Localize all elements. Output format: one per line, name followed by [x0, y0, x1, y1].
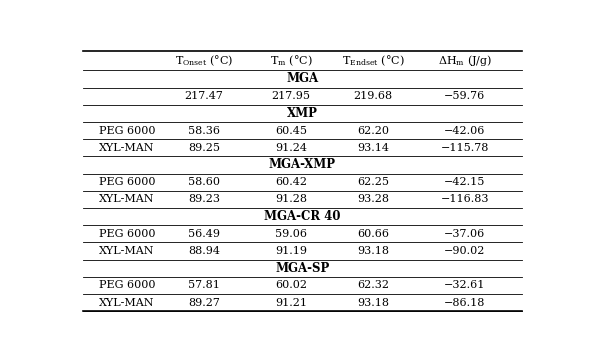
Text: T$_\mathrm{Endset}$ (°C): T$_\mathrm{Endset}$ (°C) — [342, 53, 405, 68]
Text: 89.27: 89.27 — [188, 298, 220, 308]
Text: 91.28: 91.28 — [275, 194, 307, 204]
Text: PEG 6000: PEG 6000 — [99, 126, 155, 136]
Text: 91.19: 91.19 — [275, 246, 307, 256]
Text: PEG 6000: PEG 6000 — [99, 177, 155, 187]
Text: MGA: MGA — [286, 73, 319, 85]
Text: 217.95: 217.95 — [271, 91, 310, 101]
Text: 93.18: 93.18 — [358, 246, 389, 256]
Text: 60.02: 60.02 — [275, 280, 307, 290]
Text: XMP: XMP — [287, 107, 318, 120]
Text: ΔH$_\mathrm{m}$ (J/g): ΔH$_\mathrm{m}$ (J/g) — [438, 53, 492, 68]
Text: −42.15: −42.15 — [444, 177, 486, 187]
Text: XYL-MAN: XYL-MAN — [99, 143, 155, 153]
Text: 58.36: 58.36 — [188, 126, 220, 136]
Text: 89.23: 89.23 — [188, 194, 220, 204]
Text: XYL-MAN: XYL-MAN — [99, 298, 155, 308]
Text: 93.14: 93.14 — [358, 143, 389, 153]
Text: MGA-XMP: MGA-XMP — [269, 158, 336, 172]
Text: −86.18: −86.18 — [444, 298, 486, 308]
Text: 89.25: 89.25 — [188, 143, 220, 153]
Text: 93.18: 93.18 — [358, 298, 389, 308]
Text: 60.42: 60.42 — [275, 177, 307, 187]
Text: PEG 6000: PEG 6000 — [99, 229, 155, 239]
Text: −42.06: −42.06 — [444, 126, 486, 136]
Text: T$_\mathrm{Onset}$ (°C): T$_\mathrm{Onset}$ (°C) — [175, 53, 233, 68]
Text: 91.24: 91.24 — [275, 143, 307, 153]
Text: XYL-MAN: XYL-MAN — [99, 194, 155, 204]
Text: 217.47: 217.47 — [185, 91, 224, 101]
Text: −32.61: −32.61 — [444, 280, 486, 290]
Text: 62.32: 62.32 — [358, 280, 389, 290]
Text: T$_\mathrm{m}$ (°C): T$_\mathrm{m}$ (°C) — [270, 53, 312, 68]
Text: −59.76: −59.76 — [444, 91, 486, 101]
Text: MGA-SP: MGA-SP — [276, 262, 329, 275]
Text: 60.66: 60.66 — [358, 229, 389, 239]
Text: 59.06: 59.06 — [275, 229, 307, 239]
Text: XYL-MAN: XYL-MAN — [99, 246, 155, 256]
Text: 60.45: 60.45 — [275, 126, 307, 136]
Text: 219.68: 219.68 — [353, 91, 393, 101]
Text: MGA-CR 40: MGA-CR 40 — [264, 210, 340, 223]
Text: 58.60: 58.60 — [188, 177, 220, 187]
Text: 57.81: 57.81 — [188, 280, 220, 290]
Text: −115.78: −115.78 — [441, 143, 489, 153]
Text: 93.28: 93.28 — [358, 194, 389, 204]
Text: 62.25: 62.25 — [358, 177, 389, 187]
Text: −90.02: −90.02 — [444, 246, 486, 256]
Text: −116.83: −116.83 — [441, 194, 489, 204]
Text: PEG 6000: PEG 6000 — [99, 280, 155, 290]
Text: 91.21: 91.21 — [275, 298, 307, 308]
Text: 56.49: 56.49 — [188, 229, 220, 239]
Text: −37.06: −37.06 — [444, 229, 486, 239]
Text: 62.20: 62.20 — [358, 126, 389, 136]
Text: 88.94: 88.94 — [188, 246, 220, 256]
